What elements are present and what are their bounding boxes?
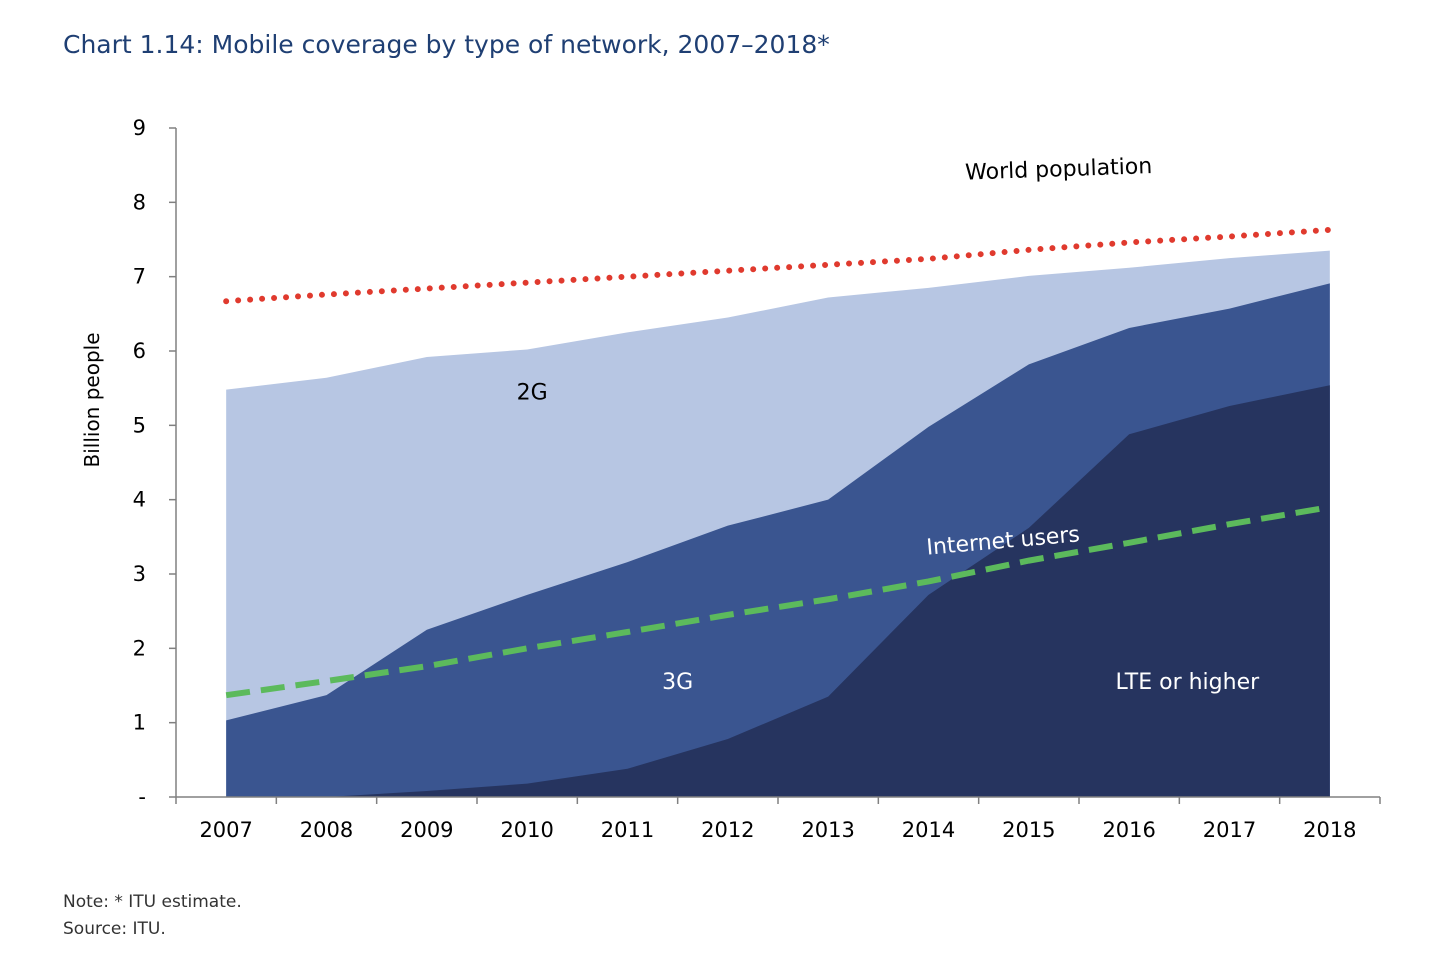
area-lte	[226, 385, 1330, 797]
notes: Note: * ITU estimate. Source: ITU.	[63, 889, 242, 943]
x-tick-label: 2010	[500, 818, 553, 842]
y-tick-label: 3	[133, 562, 146, 586]
source-text: Source: ITU.	[63, 919, 166, 939]
x-tick-label: 2014	[902, 818, 955, 842]
label-3g: 3G	[662, 670, 693, 695]
y-tick-label: 4	[133, 488, 146, 512]
x-tick-label: 2007	[199, 818, 252, 842]
y-tick-label: 6	[133, 339, 146, 363]
y-tick-label: 8	[133, 190, 146, 214]
y-tick-label: 9	[133, 116, 146, 140]
internet-users-line	[225, 504, 1331, 699]
y-tick-label: 1	[133, 711, 146, 735]
label-lte: LTE or higher	[1116, 670, 1261, 695]
chart-title: Chart 1.14: Mobile coverage by type of n…	[63, 30, 830, 59]
x-tick-label: 2008	[300, 818, 353, 842]
y-tick-label: 5	[133, 413, 146, 437]
label-2g: 2G	[517, 380, 548, 405]
note-text: Note: * ITU estimate.	[63, 892, 242, 912]
x-tick-label: 2018	[1303, 818, 1356, 842]
x-tick-label: 2011	[601, 818, 654, 842]
axes: - 1 2 3 4 5 6 7 8 9 2007 2008 2009 2010 2011 2012 2013 20…	[133, 116, 1381, 842]
x-tick-label: 2015	[1002, 818, 1055, 842]
y-axis-label: Billion people	[80, 332, 104, 467]
series-lines	[223, 226, 1333, 699]
y-tick-label: 2	[133, 636, 146, 660]
y-tick-label: 7	[133, 265, 146, 289]
x-tick-label: 2017	[1203, 818, 1256, 842]
x-tick-label: 2013	[801, 818, 854, 842]
y-tick-label: -	[138, 785, 146, 809]
x-tick-label: 2009	[400, 818, 453, 842]
world-population-line	[223, 226, 1333, 305]
x-tick-label: 2016	[1102, 818, 1155, 842]
label-world-population: World population	[965, 154, 1153, 186]
x-tick-label: 2012	[701, 818, 754, 842]
area-layers	[226, 250, 1330, 797]
